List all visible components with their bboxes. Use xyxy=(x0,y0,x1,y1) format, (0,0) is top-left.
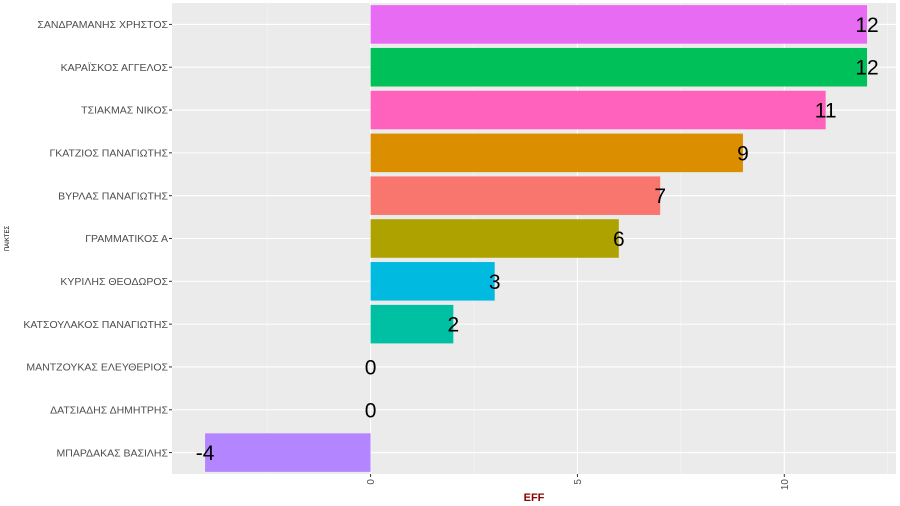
y-tick-label: ΜΠΑΡΔΑΚΑΣ ΒΑΣΙΛΗΣ xyxy=(57,447,169,459)
x-tick-label: 10 xyxy=(780,479,791,491)
y-tick-label: ΒΥΡΛΑΣ ΠΑΝΑΓΙΩΤΗΣ xyxy=(58,190,168,202)
value-label: 12 xyxy=(855,57,878,80)
value-label: 3 xyxy=(489,271,501,294)
y-tick-label: ΓΚΑΤΖΙΟΣ ΠΑΝΑΓΙΩΤΗΣ xyxy=(49,148,168,160)
y-axis: ΣΑΝΔΡΑΜΑΝΗΣ ΧΡΗΣΤΟΣ ΚΑΡΑΪΣΚΟΣ ΑΓΓΕΛΟΣ ΤΣΙΑ… xyxy=(23,19,172,459)
value-label: 11 xyxy=(815,100,837,123)
y-tick-label: ΚΥΡΙΛΗΣ ΘΕΟΔΩΡΟΣ xyxy=(60,276,168,288)
bar xyxy=(370,262,495,301)
bar xyxy=(205,433,371,472)
value-label: 2 xyxy=(447,314,459,337)
value-label: 0 xyxy=(365,356,377,379)
x-tick-label: 0 xyxy=(366,479,377,485)
y-tick-label: ΚΑΡΑΪΣΚΟΣ ΑΓΓΕΛΟΣ xyxy=(61,62,169,74)
value-labels: 12 12 11 9 7 6 3 2 0 0 -4 xyxy=(196,14,879,465)
bar xyxy=(370,176,661,215)
x-tick-label: 5 xyxy=(573,479,584,485)
x-axis-title: EFF xyxy=(524,492,545,504)
value-label: 9 xyxy=(737,142,749,165)
bar xyxy=(370,304,454,344)
value-label: 7 xyxy=(654,185,666,208)
y-tick-label: ΜΑΝΤΖΟΥΚΑΣ ΕΛΕΥΘΕΡΙΟΣ xyxy=(26,362,168,374)
y-tick-label: ΓΡΑΜΜΑΤΙΚΟΣ Α xyxy=(85,233,168,245)
bar xyxy=(370,90,826,130)
bar xyxy=(370,47,868,87)
bar xyxy=(370,219,619,258)
y-tick-label: ΣΑΝΔΡΑΜΑΝΗΣ ΧΡΗΣΤΟΣ xyxy=(37,19,168,31)
y-tick-label: ΤΣΙΑΚΜΑΣ ΝΙΚΟΣ xyxy=(81,105,168,117)
value-label: -4 xyxy=(196,442,215,465)
y-tick-label: ΚΑΤΣΟΥΛΑΚΟΣ ΠΑΝΑΓΙΩΤΗΣ xyxy=(23,319,168,331)
bar xyxy=(370,133,743,173)
bars xyxy=(205,5,868,472)
y-axis-title: ΠΑΙΚΤΕΣ xyxy=(5,226,11,252)
value-label: 0 xyxy=(365,399,377,422)
value-label: 6 xyxy=(613,228,625,251)
y-tick-label: ΔΑΤΣΙΑΔΗΣ ΔΗΜΗΤΡΗΣ xyxy=(50,404,168,416)
value-label: 12 xyxy=(855,14,878,37)
bar xyxy=(370,5,868,44)
x-axis: 0 5 10 xyxy=(366,474,791,490)
